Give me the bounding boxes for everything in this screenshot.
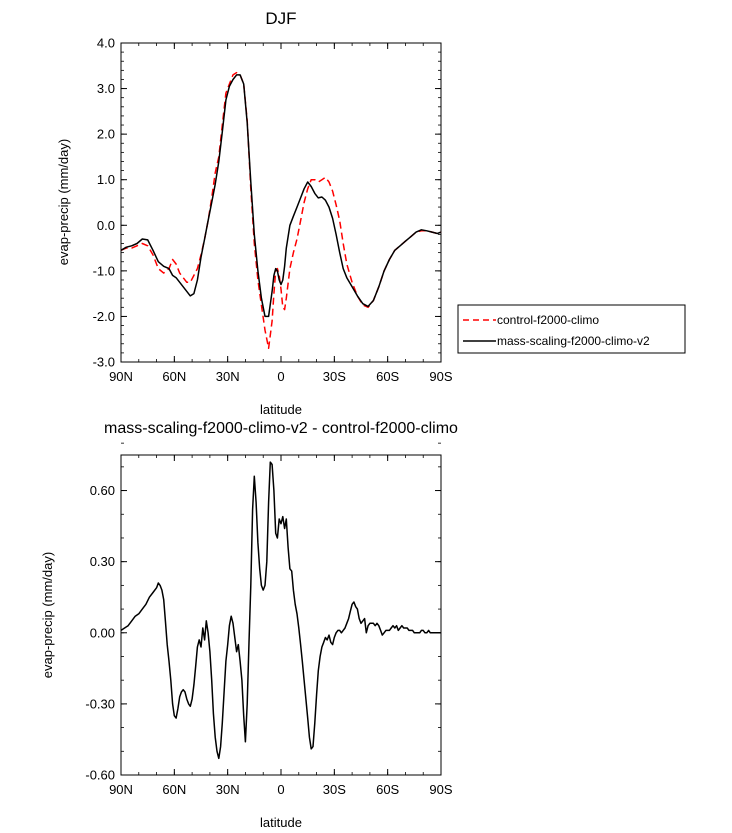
legend-label-control: control-f2000-climo [497, 313, 599, 327]
panel-top: DJF 90N 60N 30N 0 30S 60S 90S -3.0 -2.0 -1.0 0.0 1… [56, 9, 453, 417]
x-tick-label: 30N [216, 369, 240, 384]
series-layer [120, 461, 441, 760]
y-tick-label: 0.60 [90, 483, 115, 498]
y-axis-label: evap-precip (mm/day) [56, 139, 71, 265]
legend: control-f2000-climo mass-scaling-f2000-c… [457, 304, 686, 354]
x-tick-label: 30S [323, 782, 346, 797]
legend-label-mass-scaling: mass-scaling-f2000-climo-v2 [497, 334, 650, 348]
x-tick-label: 60N [162, 369, 186, 384]
y-tick-label: -3.0 [93, 355, 115, 370]
legend-box [457, 304, 686, 354]
y-tick-label: 0.00 [90, 625, 115, 640]
y-tick-label: 0.0 [97, 218, 115, 233]
x-tick-label: 30S [323, 369, 346, 384]
y-tick-label: -1.0 [93, 263, 115, 278]
series-line-0 [120, 461, 441, 760]
x-ticks: 90N 60N 30N 0 30S 60S 90S [109, 43, 453, 384]
x-tick-label: 60S [376, 782, 399, 797]
y-tick-label: 1.0 [97, 172, 115, 187]
panel-bottom: mass-scaling-f2000-climo-v2 - control-f2… [40, 420, 458, 830]
x-tick-label: 90N [109, 782, 133, 797]
x-tick-label: 90N [109, 369, 133, 384]
x-tick-label: 30N [216, 782, 240, 797]
x-axis-label: latitude [260, 402, 302, 417]
series-line-0 [120, 71, 442, 350]
x-tick-label: 90S [429, 369, 452, 384]
x-ticks: 90N 60N 30N 0 30S 60S 90S [109, 455, 453, 797]
series-line-1 [120, 74, 442, 318]
plot-frame [120, 42, 442, 363]
y-tick-label: -2.0 [93, 309, 115, 324]
y-tick-label: 2.0 [97, 127, 115, 142]
y-tick-label: 0.30 [90, 554, 115, 569]
x-tick-label: 60N [162, 782, 186, 797]
y-tick-label: -0.30 [85, 696, 115, 711]
y-tick-label: 3.0 [97, 81, 115, 96]
x-tick-label: 60S [376, 369, 399, 384]
chart-title: DJF [265, 9, 296, 28]
y-tick-label: 4.0 [97, 36, 115, 51]
plot-frame [120, 454, 442, 776]
y-tick-label: -0.60 [85, 768, 115, 783]
y-ticks: -0.60 -0.30 0.00 0.30 0.60 [85, 442, 441, 783]
x-axis-label: latitude [260, 815, 302, 830]
chart-title: mass-scaling-f2000-climo-v2 - control-f2… [104, 420, 458, 437]
x-tick-label: 0 [277, 782, 284, 797]
series-layer [120, 71, 442, 350]
x-tick-label: 0 [277, 369, 284, 384]
y-ticks: -3.0 -2.0 -1.0 0.0 1.0 2.0 3.0 4.0 [93, 36, 441, 370]
x-tick-label: 90S [429, 782, 452, 797]
y-axis-label: evap-precip (mm/day) [40, 552, 55, 678]
